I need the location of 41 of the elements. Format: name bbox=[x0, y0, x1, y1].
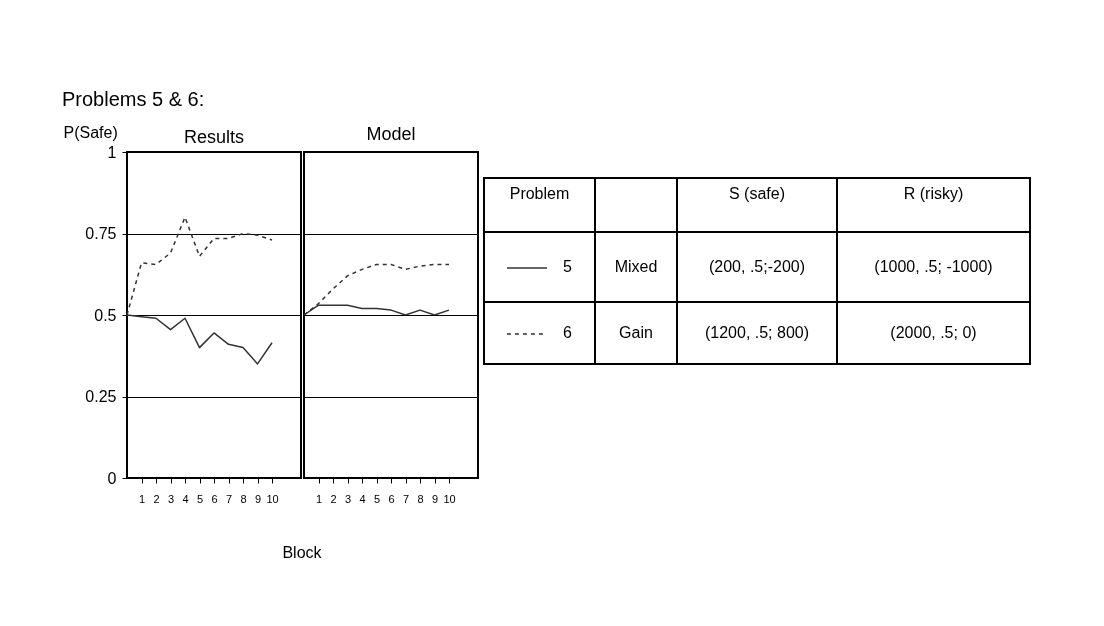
legend-label: 5 bbox=[563, 258, 572, 275]
legend-label: 6 bbox=[563, 324, 572, 341]
text: (1000, .5; -1000) bbox=[837, 232, 1030, 302]
x-tick-label: 4 bbox=[359, 492, 366, 505]
x-tick-label: 1 bbox=[138, 492, 146, 505]
x-tick-label: 7 bbox=[225, 492, 233, 505]
text: (1200, .5; 800) bbox=[677, 302, 837, 364]
y-axis-title: P(Safe) bbox=[63, 123, 118, 141]
x-tick-label: 10 bbox=[266, 492, 279, 505]
text: R (risky) bbox=[837, 178, 1030, 232]
chart-title: Model bbox=[366, 124, 416, 144]
x-tick-label: 7 bbox=[402, 492, 410, 505]
x-tick-label: 1 bbox=[315, 492, 323, 505]
text: (2000, .5; 0) bbox=[837, 302, 1030, 364]
x-tick-label: 2 bbox=[330, 492, 337, 505]
x-axis-title: Block bbox=[281, 544, 323, 562]
x-tick-label: 9 bbox=[254, 492, 262, 505]
x-tick-label: 6 bbox=[211, 492, 218, 505]
text: (200, .5;-200) bbox=[677, 232, 837, 302]
text: Problems 5 & 6: bbox=[62, 88, 205, 111]
x-tick-label: 3 bbox=[344, 492, 352, 505]
y-tick-label: 0.75 bbox=[85, 225, 117, 242]
x-tick-label: 8 bbox=[417, 492, 424, 505]
y-tick-label: 0 bbox=[107, 469, 117, 487]
x-tick-label: 6 bbox=[388, 492, 395, 505]
x-tick-label: 3 bbox=[167, 492, 175, 505]
x-tick-label: 5 bbox=[196, 492, 204, 505]
chart-title: Results bbox=[183, 127, 245, 147]
y-tick-label: 1 bbox=[107, 143, 117, 161]
text: Mixed bbox=[595, 232, 677, 302]
x-tick-label: 4 bbox=[182, 492, 189, 505]
x-tick-label: 8 bbox=[240, 492, 247, 505]
text: Problem bbox=[484, 178, 595, 232]
x-tick-label: 10 bbox=[443, 492, 456, 505]
y-tick-label: 0.25 bbox=[85, 388, 117, 405]
y-tick-label: 0.5 bbox=[94, 306, 117, 324]
x-tick-label: 9 bbox=[431, 492, 439, 505]
x-tick-label: 2 bbox=[153, 492, 160, 505]
text: S (safe) bbox=[677, 178, 837, 232]
x-tick-label: 5 bbox=[373, 492, 381, 505]
text: Gain bbox=[595, 302, 677, 364]
